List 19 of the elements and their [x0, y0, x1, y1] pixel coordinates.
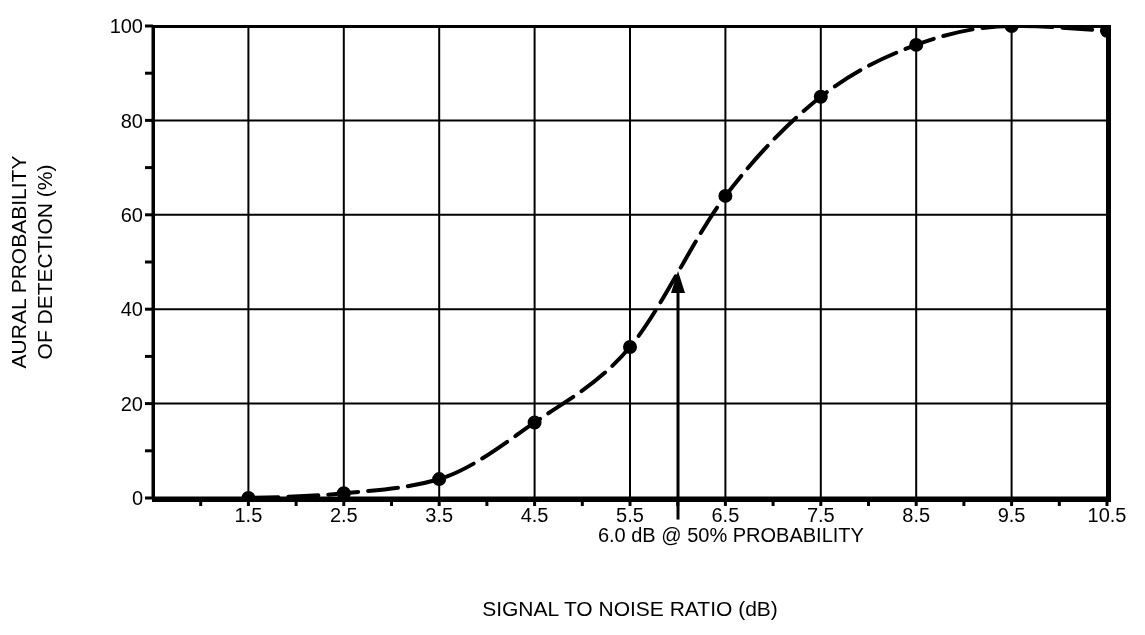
- x-tick-label: 2.5: [329, 504, 358, 527]
- y-tick-label: 20: [120, 392, 143, 415]
- y-tick-label: 100: [109, 15, 143, 38]
- x-tick-label: 1.5: [234, 504, 263, 527]
- y-tick-label: 60: [120, 203, 143, 226]
- y-tick-label: 80: [120, 109, 143, 132]
- x-tick-label: 10.5: [1087, 504, 1127, 527]
- x-tick-label: 9.5: [997, 504, 1026, 527]
- x-axis-title: SIGNAL TO NOISE RATIO (dB): [482, 597, 778, 620]
- x-tick-label: 6.5: [711, 504, 740, 527]
- x-tick-label: 7.5: [806, 504, 835, 527]
- x-tick-label: 3.5: [425, 504, 454, 527]
- ref-line-label: 6.0 dB @ 50% PROBABILITY: [597, 524, 864, 547]
- y-axis-title: AURAL PROBABILITY OF DETECTION (%): [6, 155, 57, 369]
- x-tick-label: 4.5: [520, 504, 549, 527]
- x-tick-label: 8.5: [902, 504, 931, 527]
- x-tick-label: 5.5: [616, 504, 644, 527]
- y-tick-label: 0: [131, 487, 143, 510]
- y-tick-label: 40: [120, 298, 143, 321]
